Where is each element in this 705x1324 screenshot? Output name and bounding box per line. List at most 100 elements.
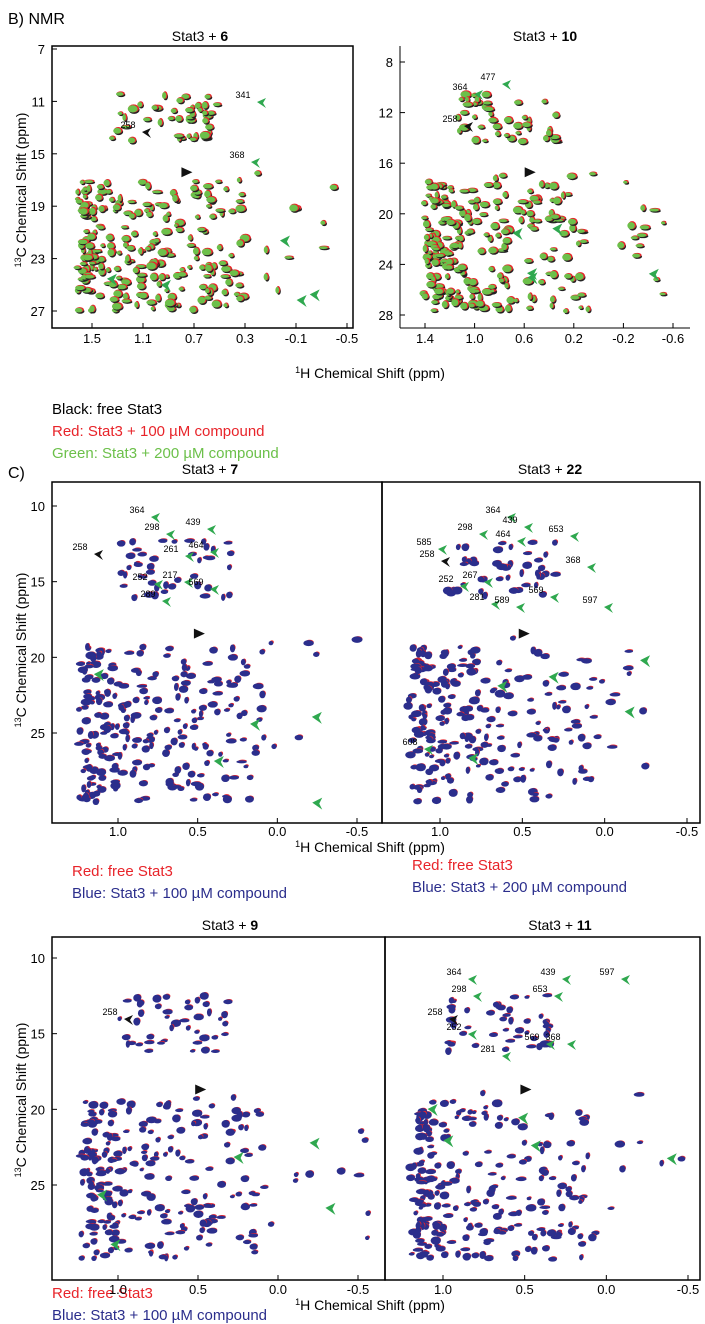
peak xyxy=(517,742,521,748)
peak xyxy=(482,139,487,142)
peak xyxy=(575,273,584,280)
peak xyxy=(497,736,505,740)
peak xyxy=(90,701,95,705)
peak xyxy=(74,266,80,269)
peak xyxy=(553,197,561,204)
x-tick-label: 1.0 xyxy=(109,824,127,839)
peak xyxy=(514,100,522,105)
peak xyxy=(446,1005,455,1010)
peak xyxy=(201,1047,210,1054)
peak xyxy=(165,1232,175,1235)
peak xyxy=(131,712,142,718)
green-arrow xyxy=(517,537,526,547)
peak xyxy=(576,241,580,246)
peak xyxy=(508,711,518,717)
peak xyxy=(116,1098,125,1104)
peak xyxy=(423,714,428,720)
peak xyxy=(160,1214,168,1219)
peak xyxy=(471,1253,479,1259)
peak xyxy=(556,685,566,690)
peak xyxy=(249,1204,257,1207)
legend-entry: Black: free Stat3 xyxy=(52,401,162,418)
residue-label: 298 xyxy=(144,522,159,532)
peak xyxy=(605,699,615,705)
x-tick-label: -0.6 xyxy=(662,331,684,346)
peak xyxy=(91,1256,96,1261)
peak xyxy=(90,1181,94,1187)
peak xyxy=(88,731,94,739)
legend-entry: Red: free Stat3 xyxy=(72,863,173,880)
peak xyxy=(509,544,513,550)
peak xyxy=(126,246,134,251)
peak xyxy=(83,750,92,754)
peak xyxy=(544,1021,549,1027)
peak xyxy=(200,594,211,599)
peak xyxy=(488,118,497,123)
peak xyxy=(117,540,126,546)
peak xyxy=(179,268,184,272)
peak xyxy=(426,704,431,708)
peak xyxy=(133,1018,140,1026)
peak xyxy=(518,139,527,145)
peak xyxy=(163,215,169,222)
peak xyxy=(175,1230,185,1234)
peak xyxy=(550,214,559,218)
peak xyxy=(545,794,552,799)
peak xyxy=(128,105,138,112)
peak xyxy=(459,189,468,192)
peak xyxy=(446,220,454,225)
peak xyxy=(536,573,540,580)
peak xyxy=(495,132,500,137)
y-axis-label: 13C Chemical Shift (ppm) xyxy=(13,1023,29,1178)
peak xyxy=(226,680,231,684)
peak xyxy=(93,267,97,270)
peak xyxy=(435,1191,440,1196)
peak xyxy=(200,1219,207,1226)
peak xyxy=(78,240,88,245)
peak xyxy=(510,995,519,1000)
peak xyxy=(199,284,206,289)
peak xyxy=(198,108,203,112)
peak xyxy=(303,640,313,646)
peak xyxy=(478,294,482,301)
peak xyxy=(126,553,136,559)
peak xyxy=(427,737,433,743)
peak xyxy=(514,299,518,303)
peak xyxy=(493,1002,499,1008)
peak xyxy=(528,1231,534,1236)
peak xyxy=(93,1250,99,1256)
peak xyxy=(140,1168,144,1171)
peak xyxy=(486,716,495,722)
peak xyxy=(313,652,319,657)
residue-label: 364 xyxy=(446,967,461,977)
peak xyxy=(87,233,95,239)
peak xyxy=(424,1244,432,1249)
peak xyxy=(122,299,131,302)
peak xyxy=(471,137,479,144)
peak xyxy=(479,213,487,216)
peak xyxy=(623,181,627,184)
peak xyxy=(89,208,95,215)
peak xyxy=(513,777,521,783)
residue-label: 281 xyxy=(480,1044,495,1054)
peak xyxy=(478,576,485,582)
residue-label: 653 xyxy=(548,524,563,534)
peak xyxy=(104,689,110,697)
residue-label: 653 xyxy=(532,984,547,994)
peak xyxy=(468,200,475,203)
x-tick-label: 1.1 xyxy=(134,331,152,346)
peak xyxy=(192,1110,202,1117)
peak xyxy=(196,1235,203,1241)
peak xyxy=(589,172,596,175)
peak xyxy=(228,209,235,213)
peak xyxy=(77,727,84,734)
peak xyxy=(168,117,174,121)
black-arrow xyxy=(519,629,530,639)
peak xyxy=(211,1035,218,1039)
peak xyxy=(75,308,83,313)
peak xyxy=(505,669,512,672)
peak xyxy=(179,686,189,693)
x-tick-label: -0.5 xyxy=(676,824,698,839)
peak xyxy=(175,1150,180,1157)
peak xyxy=(141,1151,147,1154)
